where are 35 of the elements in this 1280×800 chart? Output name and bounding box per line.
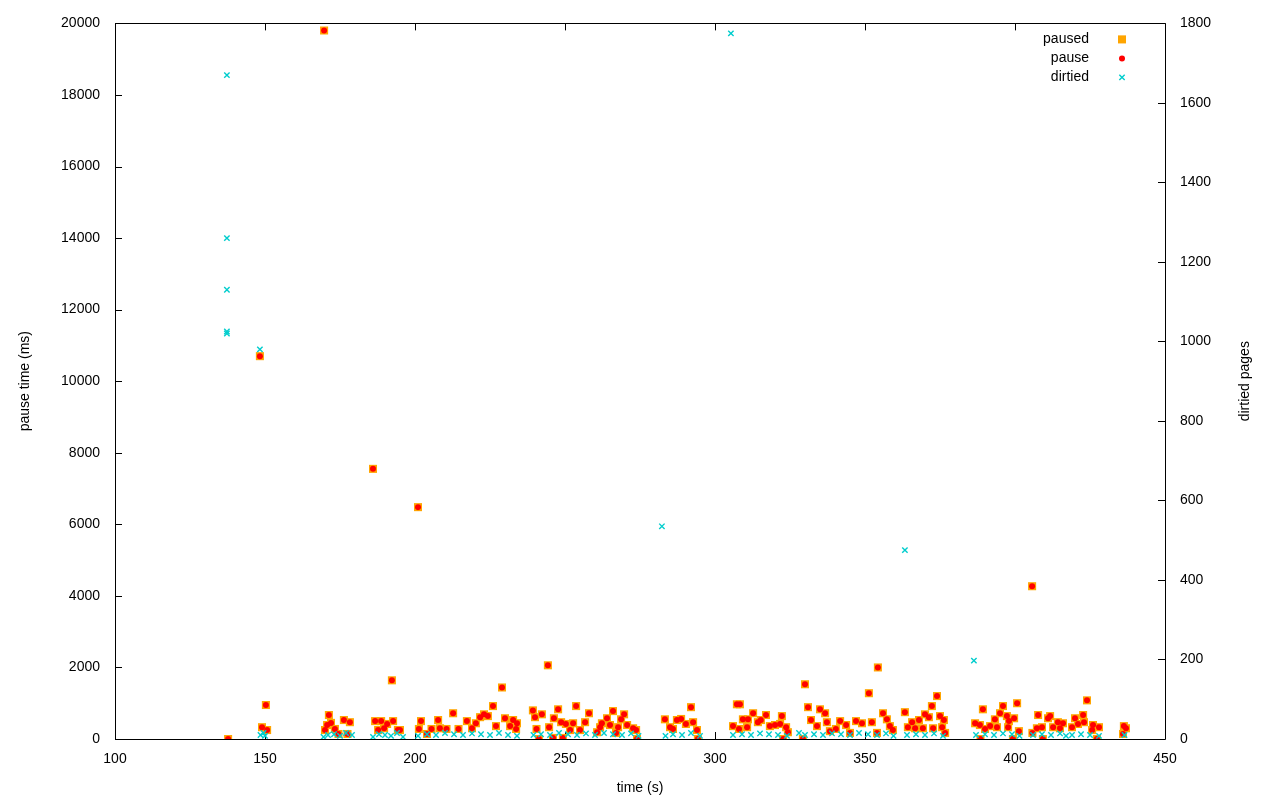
y-tick-label: 16000 [61, 157, 101, 174]
y2-tick-label: 1200 [1180, 252, 1212, 269]
legend-label: pause [1050, 49, 1090, 66]
x-tick-label: 100 [103, 750, 127, 767]
x-tick-label: 450 [1153, 750, 1177, 767]
x-tick-label: 300 [703, 750, 727, 767]
y-tick-label: 18000 [61, 85, 101, 102]
legend-label: paused [1043, 30, 1089, 47]
y-tick-label: 8000 [68, 443, 101, 460]
y2-tick-label: 400 [1180, 570, 1204, 587]
y2-tick-label: 200 [1180, 650, 1204, 667]
x-tick-label: 150 [253, 750, 277, 767]
x-tick-label: 250 [553, 750, 577, 767]
y-tick-label: 12000 [61, 300, 101, 317]
x-axis-title: time (s) [616, 778, 664, 795]
y2-tick-label: 1000 [1180, 332, 1212, 349]
legend-label: dirtied [1050, 68, 1089, 85]
y-axis-title: pause time (ms) [15, 331, 32, 432]
y-tick-label: 0 [92, 729, 101, 746]
y-tick-label: 20000 [61, 14, 101, 31]
y2-tick-label: 600 [1180, 491, 1204, 508]
y-tick-label: 14000 [61, 228, 101, 245]
y2-tick-label: 800 [1180, 411, 1204, 428]
y2-tick-label: 1400 [1180, 173, 1212, 190]
y2-tick-label: 1800 [1180, 14, 1212, 31]
x-tick-label: 200 [403, 750, 427, 767]
y-tick-label: 6000 [68, 515, 101, 532]
x-tick-label: 350 [853, 750, 877, 767]
y-tick-label: 2000 [68, 658, 101, 675]
y2-tick-label: 1600 [1180, 93, 1212, 110]
y2-axis-title: dirtied pages [1235, 341, 1252, 422]
y-tick-label: 4000 [68, 586, 101, 603]
x-tick-label: 400 [1003, 750, 1027, 767]
y2-tick-label: 0 [1180, 729, 1188, 746]
y-tick-label: 10000 [61, 372, 101, 389]
